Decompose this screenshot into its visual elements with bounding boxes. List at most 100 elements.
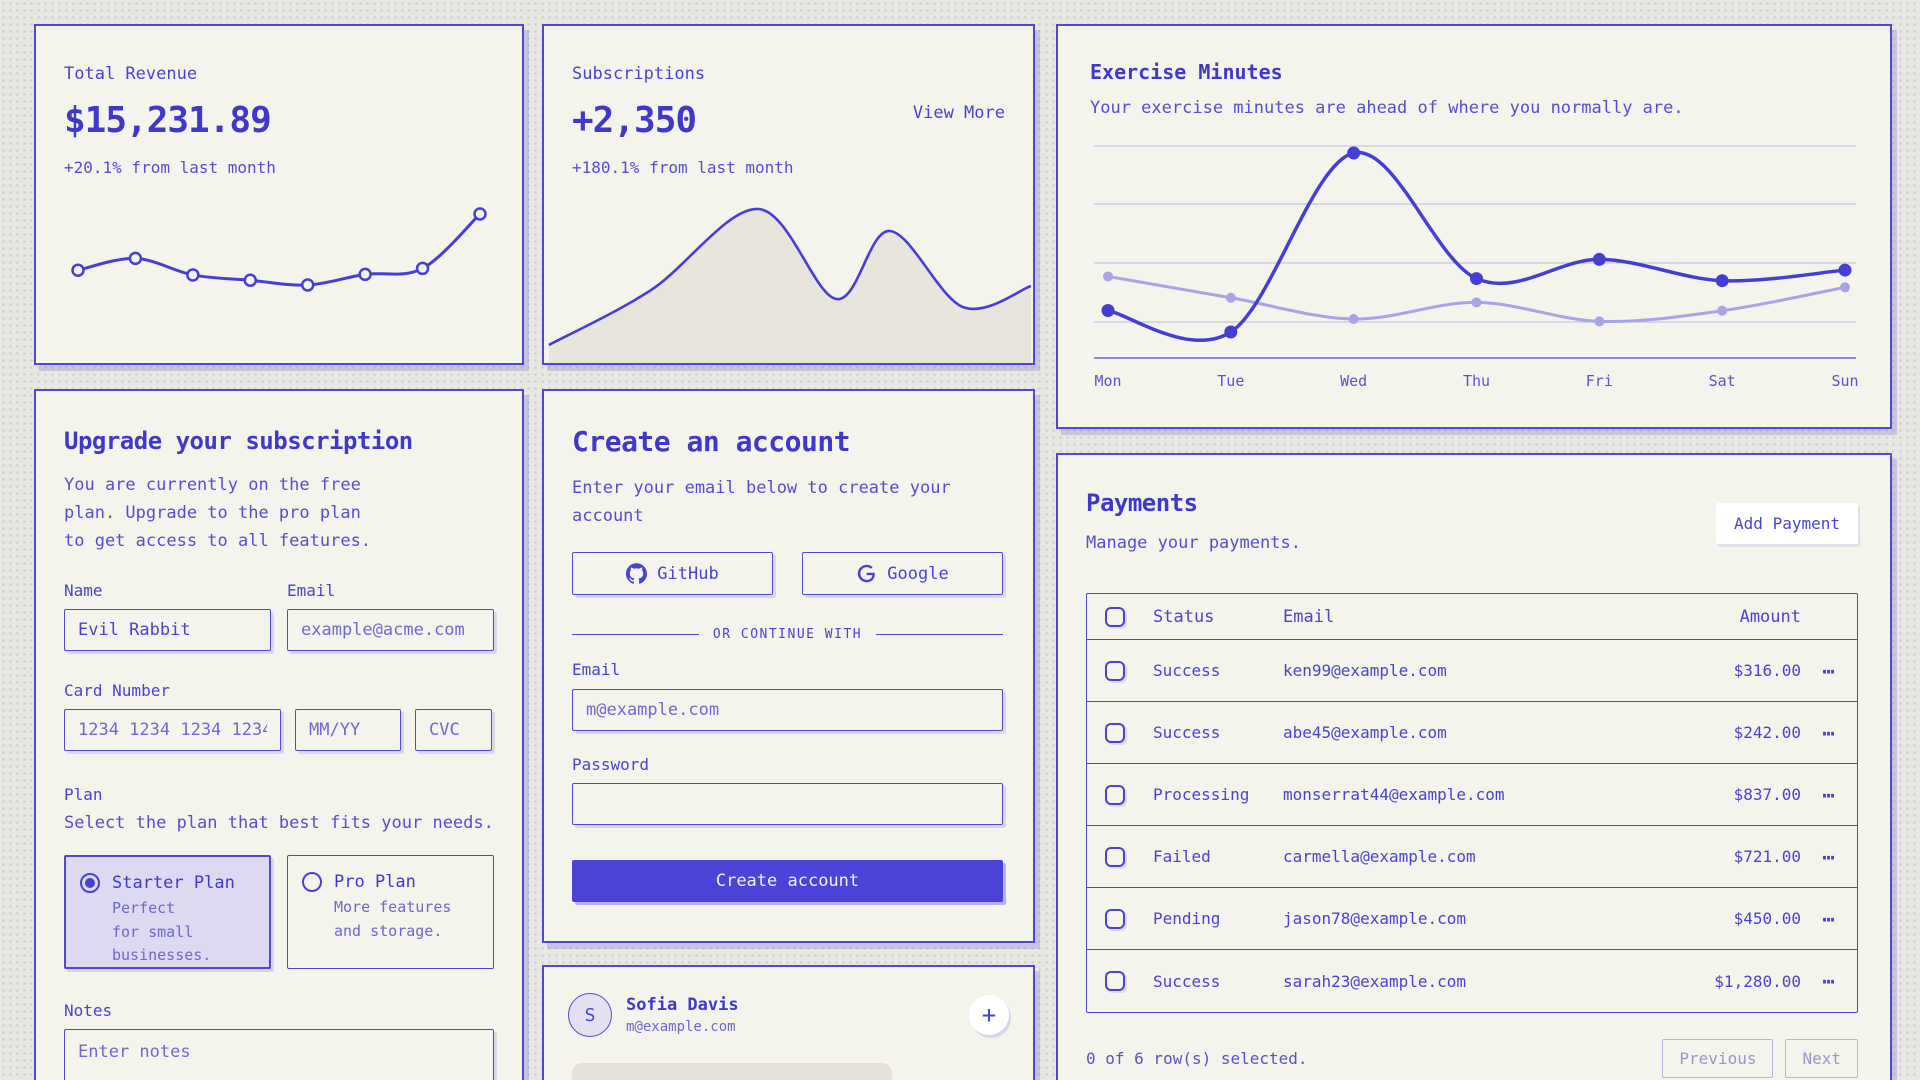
pro-plan-option[interactable]: Pro Plan More features and storage.: [287, 855, 494, 970]
exercise-minutes-card: Exercise Minutes Your exercise minutes a…: [1056, 24, 1892, 429]
google-button-label: Google: [887, 563, 949, 584]
row-actions-menu-icon[interactable]: ⋯: [1822, 658, 1836, 683]
amount-cell: $316.00: [1733, 661, 1801, 681]
row-checkbox[interactable]: [1105, 722, 1125, 743]
avatar-initial: S: [584, 1004, 596, 1026]
row-checkbox[interactable]: [1105, 846, 1125, 867]
create-account-button[interactable]: Create account: [572, 860, 1003, 903]
status-cell: Pending: [1153, 909, 1221, 929]
row-checkbox[interactable]: [1105, 908, 1125, 929]
email-cell: monserrat44@example.com: [1283, 785, 1505, 805]
subscriptions-value: +2,350: [572, 100, 697, 141]
amount-column-header: Amount: [1739, 606, 1801, 627]
row-actions-menu-icon[interactable]: ⋯: [1822, 906, 1836, 931]
amount-cell: $837.00: [1733, 785, 1801, 805]
table-row[interactable]: Success abe45@example.com $242.00 ⋯: [1087, 702, 1857, 765]
row-checkbox[interactable]: [1105, 971, 1125, 992]
row-actions-menu-icon[interactable]: ⋯: [1822, 782, 1836, 807]
subscriptions-title: Subscriptions: [572, 64, 706, 84]
add-user-button[interactable]: +: [969, 995, 1009, 1035]
github-button[interactable]: GitHub: [572, 552, 773, 596]
email-cell: carmella@example.com: [1283, 847, 1476, 867]
starter-plan-option[interactable]: Starter Plan Perfect for small businesse…: [64, 855, 271, 970]
row-actions-menu-icon[interactable]: ⋯: [1822, 844, 1836, 869]
upgrade-description: You are currently on the free plan. Upgr…: [64, 475, 372, 552]
card-number-input[interactable]: [64, 709, 281, 752]
select-all-checkbox[interactable]: [1105, 606, 1125, 627]
table-row[interactable]: Success ken99@example.com $316.00 ⋯: [1087, 640, 1857, 703]
revenue-sparkline-chart: [71, 207, 487, 292]
upgrade-subscription-card: Upgrade your subscription You are curren…: [34, 389, 524, 1080]
notes-label: Notes: [64, 1001, 113, 1021]
name-label: Name: [64, 581, 103, 601]
starter-plan-name: Starter Plan: [112, 873, 235, 894]
email-cell: sarah23@example.com: [1283, 971, 1467, 991]
status-column-header: Status: [1153, 606, 1215, 627]
total-revenue-value: $15,231.89: [64, 100, 272, 141]
row-checkbox[interactable]: [1105, 660, 1125, 681]
email-cell: ken99@example.com: [1283, 661, 1447, 681]
card-cvc-input[interactable]: [415, 709, 492, 752]
status-cell: Failed: [1153, 847, 1211, 867]
pro-plan-radio[interactable]: [302, 872, 322, 893]
amount-cell: $721.00: [1733, 847, 1801, 867]
account-email-input[interactable]: [572, 689, 1003, 732]
total-revenue-change: +20.1% from last month: [64, 158, 276, 177]
table-row[interactable]: Failed carmella@example.com $721.00 ⋯: [1087, 826, 1857, 889]
chat-card: S Sofia Davis m@example.com +: [542, 965, 1035, 1080]
payments-title: Payments: [1086, 489, 1198, 517]
view-more-button[interactable]: View More: [912, 102, 1005, 123]
total-revenue-card: Total Revenue $15,231.89 +20.1% from las…: [34, 24, 524, 365]
or-continue-divider: OR CONTINUE WITH: [572, 627, 1003, 642]
github-button-label: GitHub: [657, 563, 719, 584]
payments-table-header: Status Email Amount: [1087, 594, 1857, 641]
add-payment-button[interactable]: Add Payment: [1716, 502, 1858, 544]
pagination-next-button[interactable]: Next: [1785, 1039, 1858, 1079]
x-axis-label: Sun: [1831, 372, 1858, 390]
create-account-description: Enter your email below to create your ac…: [572, 478, 951, 527]
billing-email-input[interactable]: [287, 609, 494, 652]
google-icon: [856, 563, 877, 584]
password-label: Password: [572, 755, 650, 775]
card-number-label: Card Number: [64, 681, 170, 701]
pro-plan-name: Pro Plan: [334, 872, 416, 893]
subscriptions-change: +180.1% from last month: [572, 158, 794, 177]
x-axis-label: Sat: [1709, 372, 1736, 390]
payments-table-body: Success ken99@example.com $316.00 ⋯ Success a…: [1087, 640, 1857, 1012]
status-cell: Processing: [1153, 785, 1250, 805]
row-actions-menu-icon[interactable]: ⋯: [1822, 969, 1836, 994]
name-input[interactable]: [64, 609, 271, 652]
pagination-previous-button[interactable]: Previous: [1662, 1039, 1774, 1079]
table-row[interactable]: Processing monserrat44@example.com $837.00…: [1087, 764, 1857, 827]
exercise-description: Your exercise minutes are ahead of where…: [1090, 98, 1684, 118]
pro-plan-description: More features and storage.: [334, 898, 452, 940]
avatar: S: [568, 993, 612, 1037]
password-input[interactable]: [572, 783, 1003, 826]
amount-cell: $450.00: [1733, 909, 1801, 929]
starter-plan-radio[interactable]: [80, 873, 100, 894]
payments-description: Manage your payments.: [1086, 533, 1301, 553]
upgrade-title: Upgrade your subscription: [64, 427, 413, 455]
create-account-card: Create an account Enter your email below…: [542, 389, 1035, 943]
chat-user-email: m@example.com: [626, 1019, 736, 1035]
x-axis-label: Mon: [1094, 372, 1121, 390]
table-row[interactable]: Success sarah23@example.com $1,280.00 ⋯: [1087, 950, 1857, 1012]
card-expiry-input[interactable]: [295, 709, 401, 752]
payments-table: Status Email Amount Success ken99@example…: [1086, 593, 1858, 1014]
row-actions-menu-icon[interactable]: ⋯: [1822, 720, 1836, 745]
status-cell: Success: [1153, 971, 1221, 991]
plan-label: Plan: [64, 785, 103, 805]
email-label: Email: [287, 581, 336, 601]
google-button[interactable]: Google: [802, 552, 1003, 596]
table-row[interactable]: Pending jason78@example.com $450.00 ⋯: [1087, 888, 1857, 951]
notes-textarea[interactable]: [64, 1029, 494, 1080]
payments-card: Payments Manage your payments. Add Payme…: [1056, 453, 1892, 1080]
amount-cell: $242.00: [1733, 723, 1801, 743]
account-email-label: Email: [572, 660, 621, 680]
row-checkbox[interactable]: [1105, 784, 1125, 805]
exercise-line-chart: Mon Tue Wed Thu Fri Sat Sun: [1094, 145, 1859, 390]
github-icon: [626, 563, 648, 584]
plan-description: Select the plan that best fits your need…: [64, 813, 494, 834]
chat-user-name: Sofia Davis: [626, 995, 739, 1015]
